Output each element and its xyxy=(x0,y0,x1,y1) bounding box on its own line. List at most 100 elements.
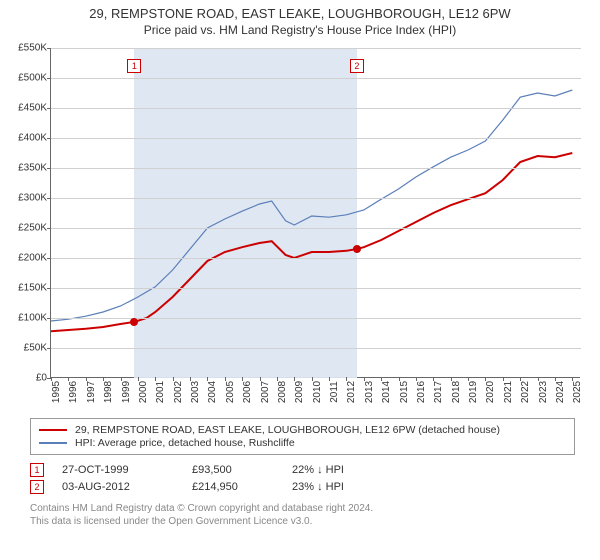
x-tick-label: 2017 xyxy=(433,381,444,403)
sale-price: £214,950 xyxy=(192,481,292,493)
sale-row-marker: 2 xyxy=(30,480,44,494)
x-tick-mark xyxy=(468,377,469,381)
attribution-line-2: This data is licensed under the Open Gov… xyxy=(30,515,575,528)
title-subtitle: Price paid vs. HM Land Registry's House … xyxy=(0,23,600,37)
y-tick-mark xyxy=(47,108,51,109)
sales-table: 127-OCT-1999£93,50022% ↓ HPI 2 03-AUG-2012… xyxy=(30,463,575,494)
sale-vs-hpi: 23% ↓ HPI xyxy=(292,481,412,493)
x-tick-mark xyxy=(190,377,191,381)
x-tick-mark xyxy=(433,377,434,381)
x-tick-mark xyxy=(260,377,261,381)
x-tick-mark xyxy=(155,377,156,381)
legend-label: HPI: Average price, detached house, Rush… xyxy=(75,437,295,449)
x-tick-mark xyxy=(207,377,208,381)
y-tick-label: £250K xyxy=(3,223,47,234)
x-tick-mark xyxy=(416,377,417,381)
sale-marker: 1 xyxy=(127,59,141,73)
gridline xyxy=(51,168,581,169)
x-tick-mark xyxy=(68,377,69,381)
gridline xyxy=(51,258,581,259)
x-tick-mark xyxy=(381,377,382,381)
x-tick-mark xyxy=(86,377,87,381)
attribution: Contains HM Land Registry data © Crown c… xyxy=(30,502,575,528)
x-tick-label: 2024 xyxy=(555,381,566,403)
sale-dot xyxy=(353,245,361,253)
sale-dot xyxy=(130,318,138,326)
x-tick-mark xyxy=(538,377,539,381)
x-tick-mark xyxy=(364,377,365,381)
legend-and-footer: 29, REMPSTONE ROAD, EAST LEAKE, LOUGHBOR… xyxy=(30,418,575,528)
x-tick-mark xyxy=(138,377,139,381)
x-tick-mark xyxy=(51,377,52,381)
x-tick-label: 1995 xyxy=(51,381,62,403)
x-tick-label: 2001 xyxy=(155,381,166,403)
x-tick-mark xyxy=(173,377,174,381)
x-tick-mark xyxy=(399,377,400,381)
gridline xyxy=(51,228,581,229)
x-tick-label: 2007 xyxy=(260,381,271,403)
x-tick-label: 2016 xyxy=(416,381,427,403)
x-tick-label: 2013 xyxy=(364,381,375,403)
chart-area: £0£50K£100K£150K£200K£250K£300K£350K£400… xyxy=(50,48,580,398)
x-tick-mark xyxy=(520,377,521,381)
y-tick-label: £0 xyxy=(3,373,47,384)
x-tick-label: 2015 xyxy=(399,381,410,403)
sale-row: 127-OCT-1999£93,50022% ↓ HPI xyxy=(30,463,575,477)
x-tick-label: 2008 xyxy=(277,381,288,403)
x-tick-mark xyxy=(503,377,504,381)
y-tick-label: £400K xyxy=(3,133,47,144)
plot-region: £0£50K£100K£150K£200K£250K£300K£350K£400… xyxy=(50,48,580,378)
x-tick-label: 1998 xyxy=(103,381,114,403)
x-tick-label: 2018 xyxy=(451,381,462,403)
gridline xyxy=(51,138,581,139)
y-tick-label: £100K xyxy=(3,313,47,324)
x-tick-mark xyxy=(346,377,347,381)
y-tick-mark xyxy=(47,318,51,319)
shaded-period xyxy=(134,48,356,378)
x-tick-label: 2022 xyxy=(520,381,531,403)
x-tick-label: 1996 xyxy=(68,381,79,403)
y-tick-mark xyxy=(47,198,51,199)
y-tick-mark xyxy=(47,48,51,49)
chart-title-block: 29, REMPSTONE ROAD, EAST LEAKE, LOUGHBOR… xyxy=(0,0,600,39)
title-address: 29, REMPSTONE ROAD, EAST LEAKE, LOUGHBOR… xyxy=(0,6,600,21)
x-tick-mark xyxy=(277,377,278,381)
x-tick-label: 2012 xyxy=(346,381,357,403)
sale-date: 03-AUG-2012 xyxy=(62,481,192,493)
y-tick-mark xyxy=(47,78,51,79)
gridline xyxy=(51,48,581,49)
x-tick-label: 2003 xyxy=(190,381,201,403)
gridline xyxy=(51,288,581,289)
y-tick-label: £200K xyxy=(3,253,47,264)
y-tick-label: £500K xyxy=(3,73,47,84)
x-tick-label: 2000 xyxy=(138,381,149,403)
y-tick-label: £300K xyxy=(3,193,47,204)
sale-date: 27-OCT-1999 xyxy=(62,464,192,476)
legend-swatch xyxy=(39,429,67,431)
sale-marker: 2 xyxy=(350,59,364,73)
x-tick-mark xyxy=(312,377,313,381)
legend-label: 29, REMPSTONE ROAD, EAST LEAKE, LOUGHBOR… xyxy=(75,424,500,436)
sale-vs-hpi: 22% ↓ HPI xyxy=(292,464,412,476)
x-tick-label: 2005 xyxy=(225,381,236,403)
y-tick-mark xyxy=(47,138,51,139)
x-tick-label: 2006 xyxy=(242,381,253,403)
y-tick-mark xyxy=(47,348,51,349)
y-tick-label: £350K xyxy=(3,163,47,174)
x-tick-label: 2020 xyxy=(485,381,496,403)
x-tick-mark xyxy=(451,377,452,381)
y-tick-mark xyxy=(47,228,51,229)
x-tick-label: 2011 xyxy=(329,381,340,403)
legend-swatch xyxy=(39,442,67,443)
attribution-line-1: Contains HM Land Registry data © Crown c… xyxy=(30,502,575,515)
x-tick-mark xyxy=(225,377,226,381)
x-tick-label: 1997 xyxy=(86,381,97,403)
y-tick-mark xyxy=(47,258,51,259)
x-tick-mark xyxy=(555,377,556,381)
y-tick-mark xyxy=(47,288,51,289)
x-tick-mark xyxy=(121,377,122,381)
x-tick-label: 2009 xyxy=(294,381,305,403)
y-tick-mark xyxy=(47,168,51,169)
legend-box: 29, REMPSTONE ROAD, EAST LEAKE, LOUGHBOR… xyxy=(30,418,575,455)
x-tick-label: 2019 xyxy=(468,381,479,403)
